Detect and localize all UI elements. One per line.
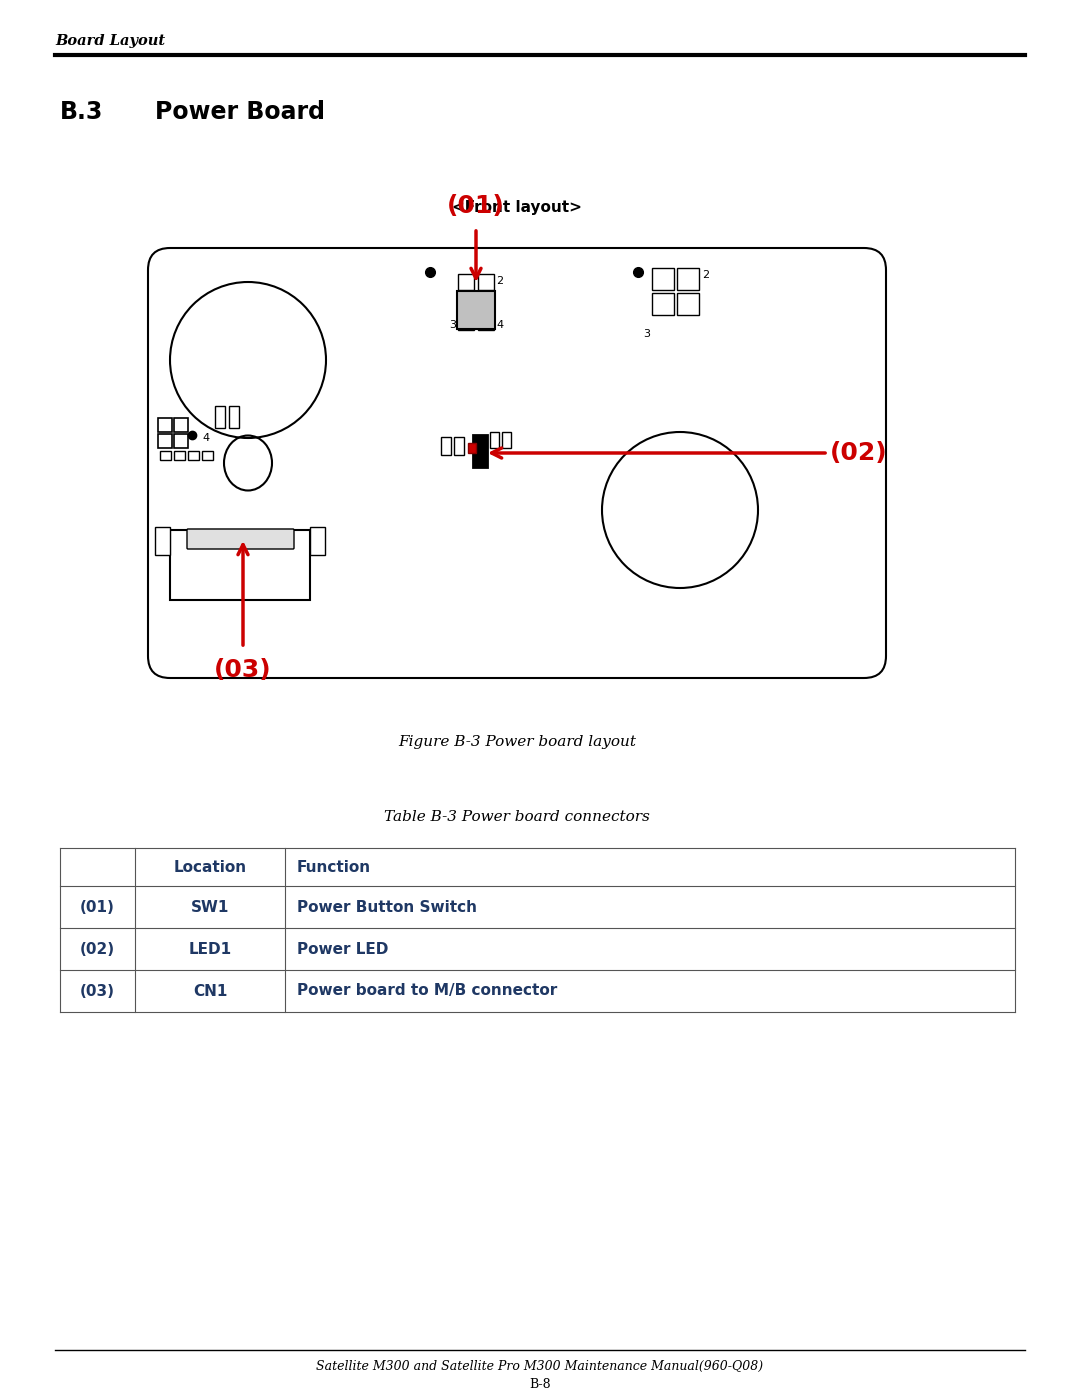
Text: 4: 4 bbox=[496, 320, 503, 330]
Bar bbox=[174, 451, 185, 460]
Text: B-8: B-8 bbox=[529, 1377, 551, 1391]
Text: 4: 4 bbox=[202, 433, 210, 443]
Bar bbox=[457, 291, 495, 330]
Bar bbox=[458, 314, 474, 330]
Bar bbox=[158, 434, 172, 448]
Bar bbox=[170, 529, 310, 599]
Text: 3: 3 bbox=[449, 320, 456, 330]
Text: (01): (01) bbox=[447, 194, 504, 218]
Bar bbox=[652, 293, 674, 314]
Text: (02): (02) bbox=[80, 942, 116, 957]
Bar bbox=[202, 451, 213, 460]
Bar bbox=[677, 293, 699, 314]
Bar bbox=[490, 432, 499, 448]
FancyBboxPatch shape bbox=[187, 529, 294, 549]
Bar bbox=[473, 434, 487, 467]
Bar bbox=[677, 268, 699, 291]
Text: Figure B-3 Power board layout: Figure B-3 Power board layout bbox=[399, 735, 636, 749]
Bar bbox=[215, 407, 225, 427]
Text: Power Button Switch: Power Button Switch bbox=[297, 900, 477, 915]
Text: LED1: LED1 bbox=[188, 942, 231, 957]
Bar bbox=[156, 527, 170, 555]
Text: Location: Location bbox=[174, 859, 246, 875]
Bar bbox=[478, 314, 494, 330]
Bar bbox=[174, 434, 188, 448]
Text: Table B-3 Power board connectors: Table B-3 Power board connectors bbox=[384, 810, 650, 824]
Text: SW1: SW1 bbox=[191, 900, 229, 915]
Bar bbox=[652, 268, 674, 291]
Text: Board Layout: Board Layout bbox=[55, 34, 165, 47]
Bar bbox=[188, 451, 199, 460]
Bar bbox=[502, 432, 511, 448]
Text: Function: Function bbox=[297, 859, 372, 875]
FancyBboxPatch shape bbox=[148, 249, 886, 678]
Bar bbox=[310, 527, 325, 555]
Text: 3: 3 bbox=[643, 330, 650, 339]
Text: Power Board: Power Board bbox=[156, 101, 325, 124]
Bar bbox=[441, 437, 451, 455]
Bar bbox=[229, 407, 239, 427]
Text: Power board to M/B connector: Power board to M/B connector bbox=[297, 983, 557, 999]
Bar bbox=[478, 274, 494, 291]
Text: (01): (01) bbox=[80, 900, 114, 915]
Bar bbox=[158, 418, 172, 432]
Text: 2: 2 bbox=[702, 270, 710, 279]
Bar bbox=[174, 418, 188, 432]
Text: <Front layout>: <Front layout> bbox=[453, 200, 582, 215]
Bar bbox=[458, 274, 474, 291]
Text: CN1: CN1 bbox=[193, 983, 227, 999]
Bar bbox=[160, 451, 171, 460]
Text: (02): (02) bbox=[831, 441, 888, 465]
Text: Power LED: Power LED bbox=[297, 942, 389, 957]
Text: B.3: B.3 bbox=[60, 101, 104, 124]
Text: Satellite M300 and Satellite Pro M300 Maintenance Manual(960-Q08): Satellite M300 and Satellite Pro M300 Ma… bbox=[316, 1361, 764, 1373]
Bar bbox=[454, 437, 464, 455]
Text: 2: 2 bbox=[496, 277, 503, 286]
Bar bbox=[468, 443, 476, 453]
Text: (03): (03) bbox=[80, 983, 114, 999]
Text: (03): (03) bbox=[214, 658, 272, 682]
